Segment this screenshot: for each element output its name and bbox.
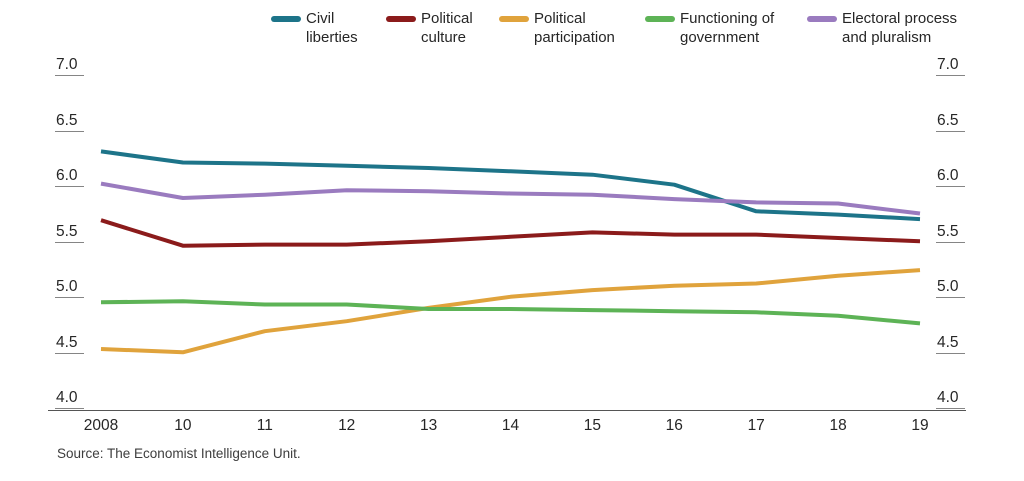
legend-label: Electoral process and pluralism — [842, 10, 957, 47]
x-axis-label: 18 — [829, 417, 847, 434]
political-participation-swatch-icon — [499, 16, 529, 22]
y-axis-label-right: 6.0 — [936, 167, 965, 187]
legend-label-line1: Civil — [306, 10, 335, 27]
y-axis-label-right: 6.5 — [936, 112, 965, 132]
legend-label-line1: Functioning of — [680, 10, 775, 27]
legend-label-line1: Political — [421, 10, 473, 27]
functioning-of-government-swatch-icon — [645, 16, 675, 22]
series-line-functioning-of-government — [100, 299, 921, 326]
x-axis-label: 19 — [911, 417, 929, 434]
x-axis-baseline — [48, 410, 966, 411]
legend-label-line2: participation — [534, 28, 615, 46]
legend-label-line2: and pluralism — [842, 28, 932, 46]
electoral-process-swatch-icon — [807, 16, 837, 22]
y-axis-label-right: 4.5 — [936, 334, 965, 354]
legend-label-line1: Electoral process — [842, 10, 958, 27]
legend-label: Civil liberties — [306, 10, 358, 47]
civil-liberties-swatch-icon — [271, 16, 301, 22]
political-culture-swatch-icon — [386, 16, 416, 22]
y-axis-label-left: 7.0 — [55, 56, 84, 76]
x-axis-label: 16 — [665, 417, 683, 434]
legend-item-civil-liberties: Civil liberties — [271, 10, 358, 47]
series-line-political-culture — [100, 218, 921, 248]
legend-item-electoral-process: Electoral process and pluralism — [807, 10, 957, 47]
y-axis-label-left: 5.5 — [55, 223, 84, 243]
x-axis-label: 10 — [174, 417, 192, 434]
legend-label: Political participation — [534, 10, 615, 47]
legend-label-line2: liberties — [306, 28, 358, 46]
y-axis-label-left: 6.5 — [55, 112, 84, 132]
y-axis-label-right: 5.0 — [936, 278, 965, 298]
y-axis-label-right: 4.0 — [936, 389, 965, 409]
x-axis-label: 11 — [256, 417, 273, 434]
series-line-electoral-process-and-pluralism — [100, 181, 921, 216]
legend-label-line1: Political — [534, 10, 586, 27]
legend-label: Functioning of government — [680, 10, 774, 47]
y-axis-label-right: 5.5 — [936, 223, 965, 243]
x-axis-label: 17 — [747, 417, 765, 434]
legend-item-political-participation: Political participation — [499, 10, 615, 47]
x-axis-label: 12 — [338, 417, 356, 434]
y-axis-label-left: 6.0 — [55, 167, 84, 187]
legend-item-functioning-of-government: Functioning of government — [645, 10, 774, 47]
x-axis-label: 13 — [419, 417, 438, 434]
y-axis-label-left: 4.0 — [55, 389, 84, 409]
y-axis-label-right: 7.0 — [936, 56, 965, 76]
x-axis-label: 14 — [501, 417, 520, 434]
legend-item-political-culture: Political culture — [386, 10, 473, 47]
x-axis-label: 2008 — [83, 417, 119, 434]
legend-label-line2: culture — [421, 28, 467, 46]
series-line-political-participation — [100, 268, 921, 355]
source-note: Source: The Economist Intelligence Unit. — [57, 446, 301, 461]
y-axis-label-left: 5.0 — [55, 278, 84, 298]
y-axis-label-left: 4.5 — [55, 334, 84, 354]
x-axis-label: 15 — [583, 417, 602, 434]
legend-label: Political culture — [421, 10, 473, 47]
legend-label-line2: government — [680, 28, 760, 46]
series-line-civil-liberties — [100, 149, 921, 222]
